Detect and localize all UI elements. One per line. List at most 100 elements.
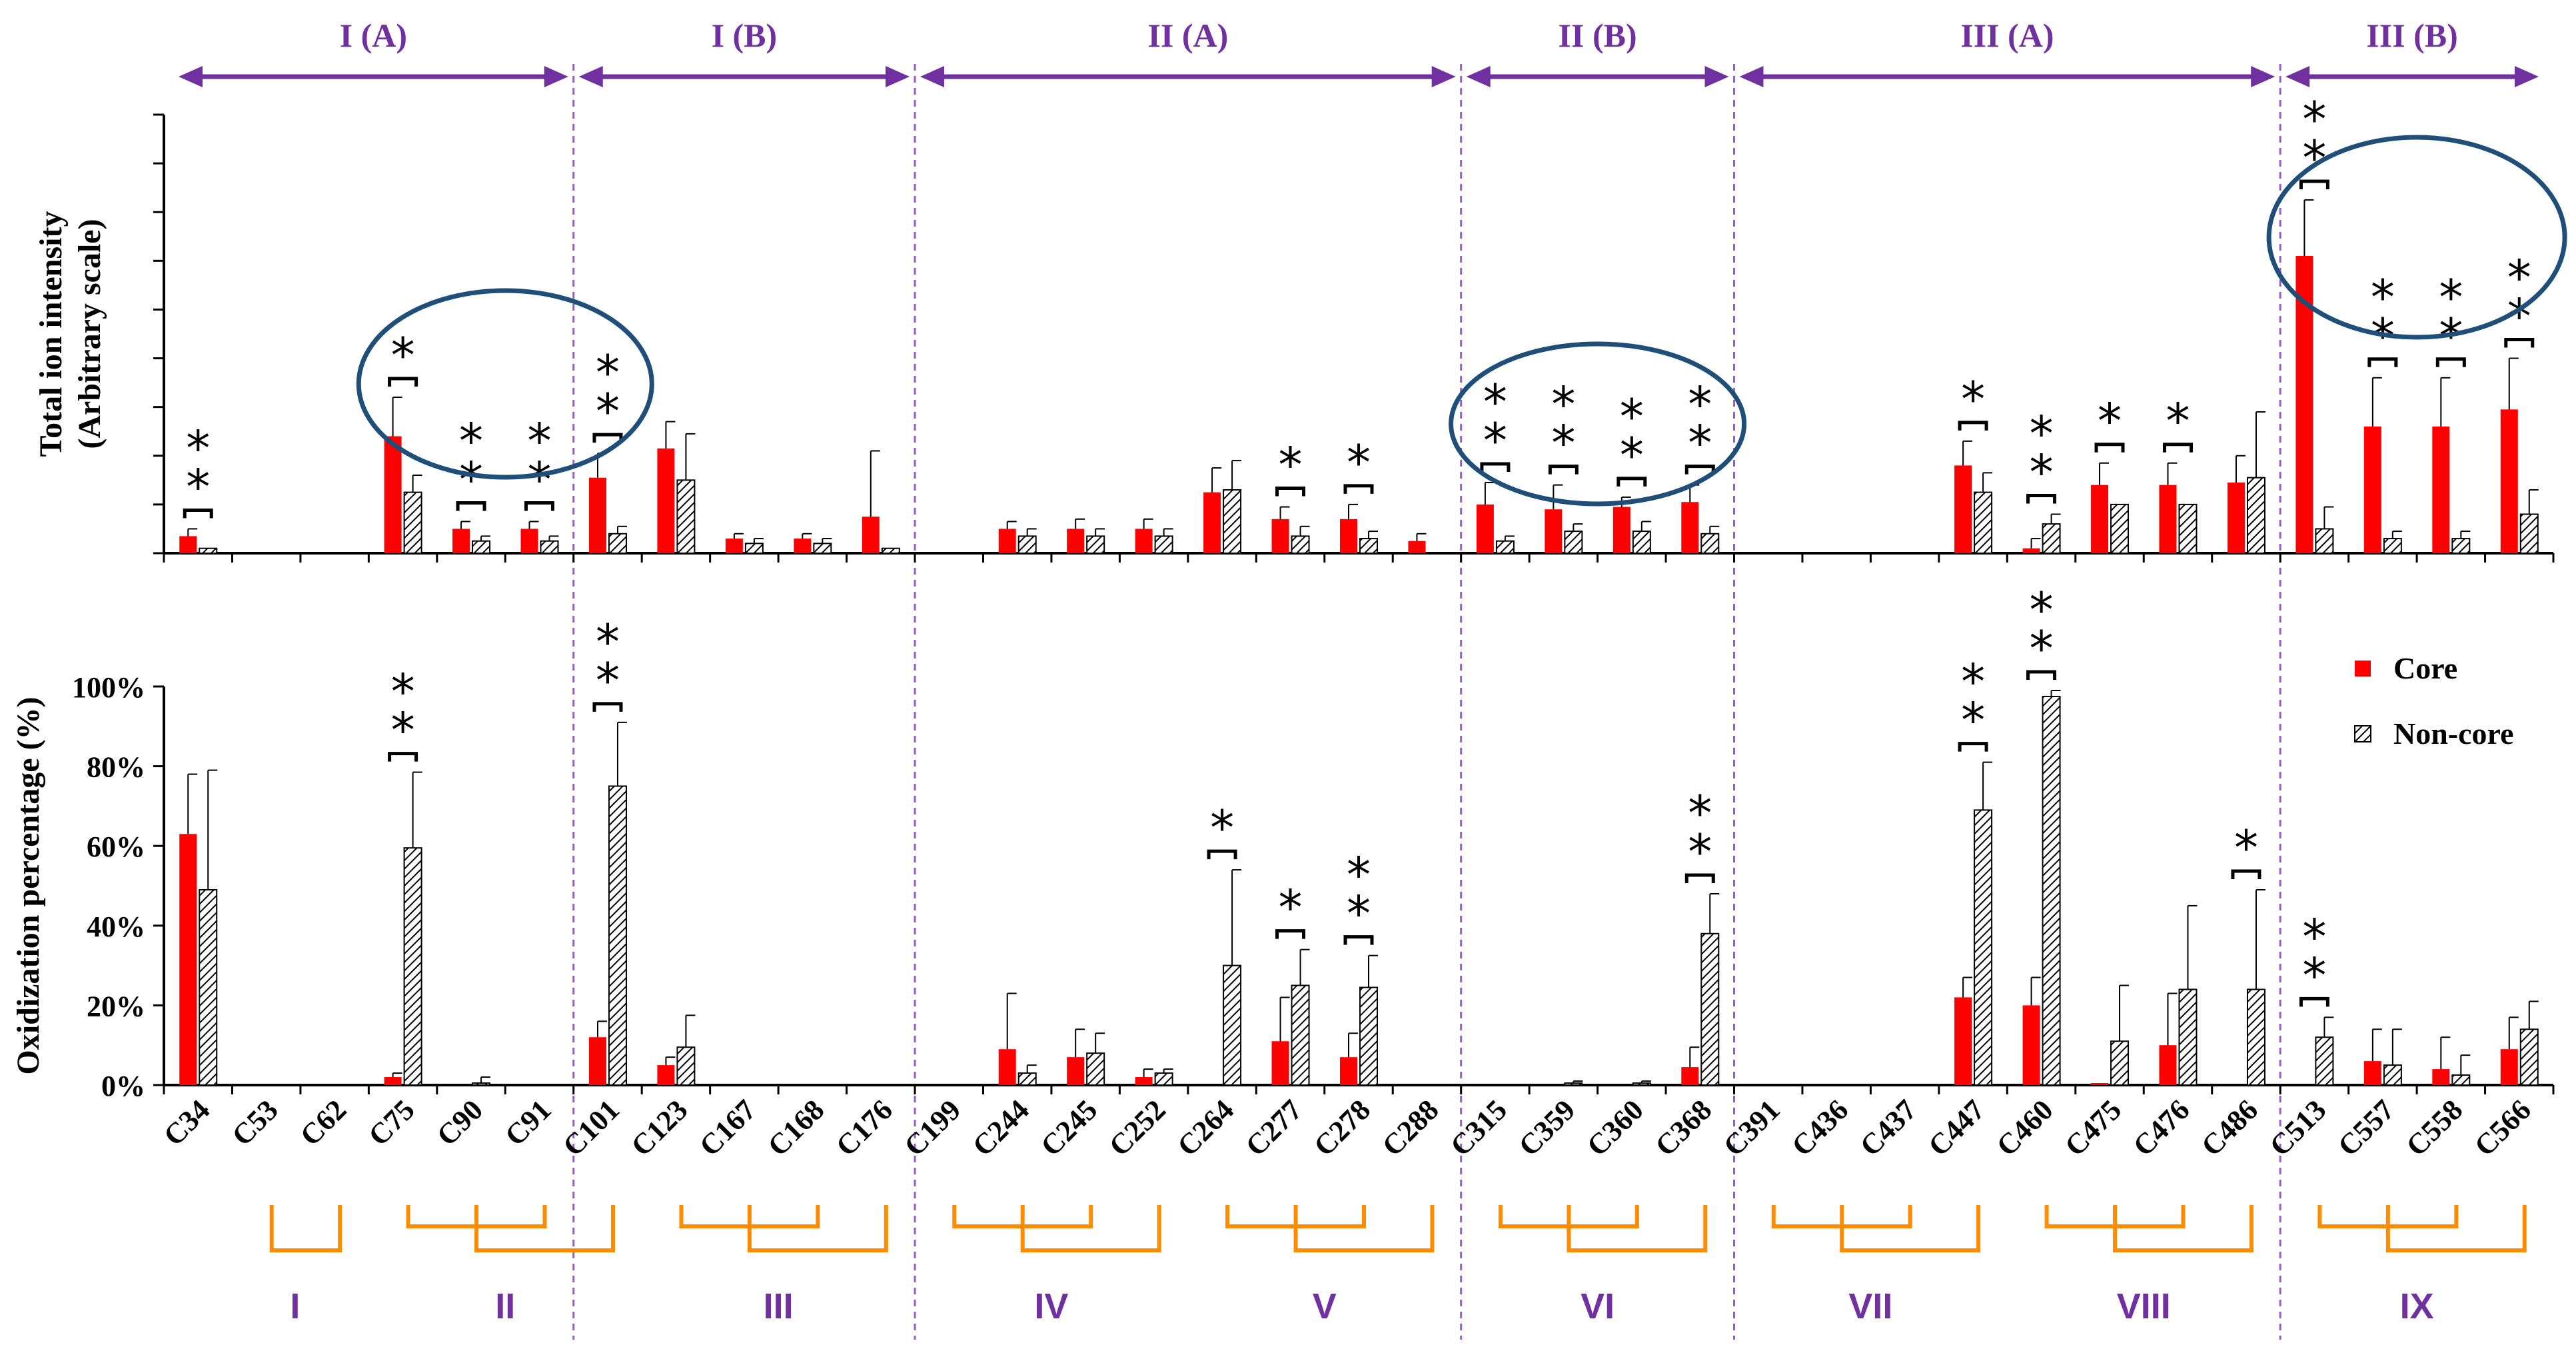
bar-noncore-C566 (2519, 513, 2539, 554)
bar-noncore-C360 (1632, 531, 1651, 554)
significance-star: * (1483, 374, 1507, 430)
group-label-V: V (1313, 1286, 1337, 1326)
bar-noncore-C252 (1154, 1072, 1173, 1086)
x-tick-label-C475: C475 (2058, 1093, 2128, 1162)
x-tick-label-C360: C360 (1581, 1093, 1650, 1162)
significance-star: * (1688, 415, 1712, 471)
disulfide-bracket-15 (2113, 1205, 2254, 1252)
significance-star: * (2030, 406, 2054, 462)
significance-bracket (2026, 670, 2057, 680)
significance-star: * (391, 702, 415, 758)
bar-core-C244 (998, 1049, 1016, 1085)
significance-star: * (186, 459, 210, 515)
bar-noncore-C34 (199, 547, 218, 555)
significance-star: * (186, 420, 210, 476)
x-axis-labels: C34 C53 C62 C75 C90 C91C101C123C167C168C176C1… (157, 1093, 2537, 1162)
x-tick-label-C90: C90 (430, 1093, 489, 1152)
x-tick-label-C101: C101 (556, 1093, 626, 1162)
significance-marker-C368: ** (1684, 377, 1715, 475)
bar-core-C123 (657, 448, 675, 553)
significance-bracket (1207, 849, 1237, 860)
significance-bracket (456, 501, 486, 511)
x-tick-label-C252: C252 (1103, 1093, 1172, 1162)
bar-core-C359 (1545, 509, 1563, 553)
x-tick-label-C123: C123 (625, 1093, 694, 1162)
domain-arrow-left-head-6 (2285, 66, 2310, 87)
bar-noncore-C168 (813, 543, 832, 555)
significance-star: * (1279, 437, 1303, 493)
significance-bracket (1343, 935, 1374, 945)
bar-core-C557 (2363, 426, 2381, 553)
bar-noncore-C513 (2315, 1036, 2334, 1086)
significance-star: * (2302, 947, 2326, 1003)
x-tick-label-C513: C513 (2263, 1093, 2333, 1162)
bar-core-C475 (2091, 485, 2109, 553)
bar-noncore-C101 (608, 785, 627, 1086)
bar-core-C447 (1954, 997, 1972, 1085)
x-tick-label-C199: C199 (898, 1093, 967, 1162)
x-tick-label-C244: C244 (966, 1093, 1035, 1162)
bar-core-C176 (862, 517, 880, 553)
significance-marker-C101: ** (592, 614, 623, 712)
significance-bracket (1548, 465, 1579, 475)
bar-noncore-C244 (1017, 1072, 1037, 1086)
domain-arrow-right-head-4 (1704, 66, 1729, 87)
significance-marker-C486: * (2231, 820, 2261, 879)
bar-core-C252 (1135, 529, 1153, 553)
significance-marker-C447: * (1958, 371, 1988, 431)
significance-star: * (1551, 415, 1575, 471)
significance-marker-C557: ** (2367, 269, 2398, 367)
bar-noncore-C75 (403, 847, 422, 1086)
significance-star: * (1961, 654, 1985, 710)
bar-core-C566 (2500, 1049, 2518, 1085)
bar-core-C460 (2022, 548, 2040, 553)
domain-arrow-left-head-1 (179, 66, 203, 87)
bar-noncore-C244 (1017, 535, 1037, 555)
bar-noncore-C245 (1086, 535, 1105, 555)
group-label-I: I (290, 1286, 300, 1326)
significance-star: * (596, 614, 620, 670)
x-tick-label-C476: C476 (2127, 1093, 2196, 1162)
x-tick-label-C167: C167 (693, 1093, 762, 1162)
domain-arrow-right-head-2 (886, 66, 910, 87)
x-tick-label-C288: C288 (1376, 1093, 1445, 1162)
bar-noncore-C123 (676, 479, 696, 554)
bar-core-C278 (1340, 1057, 1357, 1085)
significance-bracket (1275, 929, 1306, 939)
significance-star: * (2098, 393, 2122, 449)
significance-star: * (1347, 847, 1371, 903)
significance-bracket (524, 501, 555, 511)
significance-star: * (528, 451, 552, 507)
y-tick-label: 40% (87, 910, 145, 943)
significance-bracket (1684, 873, 1715, 883)
significance-star: * (1961, 692, 1985, 748)
x-tick-label-C264: C264 (1171, 1093, 1240, 1162)
significance-bracket (2094, 443, 2125, 453)
significance-bracket (2299, 179, 2329, 189)
group-label-IV: IV (1034, 1286, 1068, 1326)
x-tick-label-C447: C447 (1922, 1093, 1991, 1162)
domain-label-6: III (B) (2366, 17, 2458, 54)
bar-core-C315 (1476, 504, 1494, 553)
bar-core-C368 (1681, 502, 1699, 553)
significance-star: * (391, 664, 415, 720)
bar-noncore-C360 (1632, 1082, 1651, 1086)
bar-noncore-C558 (2451, 1074, 2471, 1086)
x-tick-label-C75: C75 (362, 1093, 420, 1152)
bar-noncore-C476 (2178, 988, 2198, 1086)
highlight-circle-1 (356, 288, 654, 480)
bar-noncore-C252 (1154, 535, 1173, 555)
x-tick-label-C558: C558 (2400, 1093, 2469, 1162)
bar-noncore-C278 (1359, 986, 1378, 1086)
bar-noncore-C475 (2110, 1040, 2130, 1086)
significance-bracket (2435, 357, 2466, 367)
bar-noncore-C91 (540, 540, 559, 555)
bar-noncore-C167 (744, 543, 764, 555)
y-axis-title-line2: (Arbitrary scale) (72, 219, 107, 449)
highlight-circle-2 (1449, 341, 1747, 507)
bar-core-C101 (588, 1037, 606, 1085)
disulfide-bracket-9 (1293, 1205, 1435, 1252)
bar-noncore-C447 (1974, 491, 1993, 554)
domain-arrow-left-head-3 (920, 66, 945, 87)
x-tick-label-C277: C277 (1239, 1093, 1309, 1162)
